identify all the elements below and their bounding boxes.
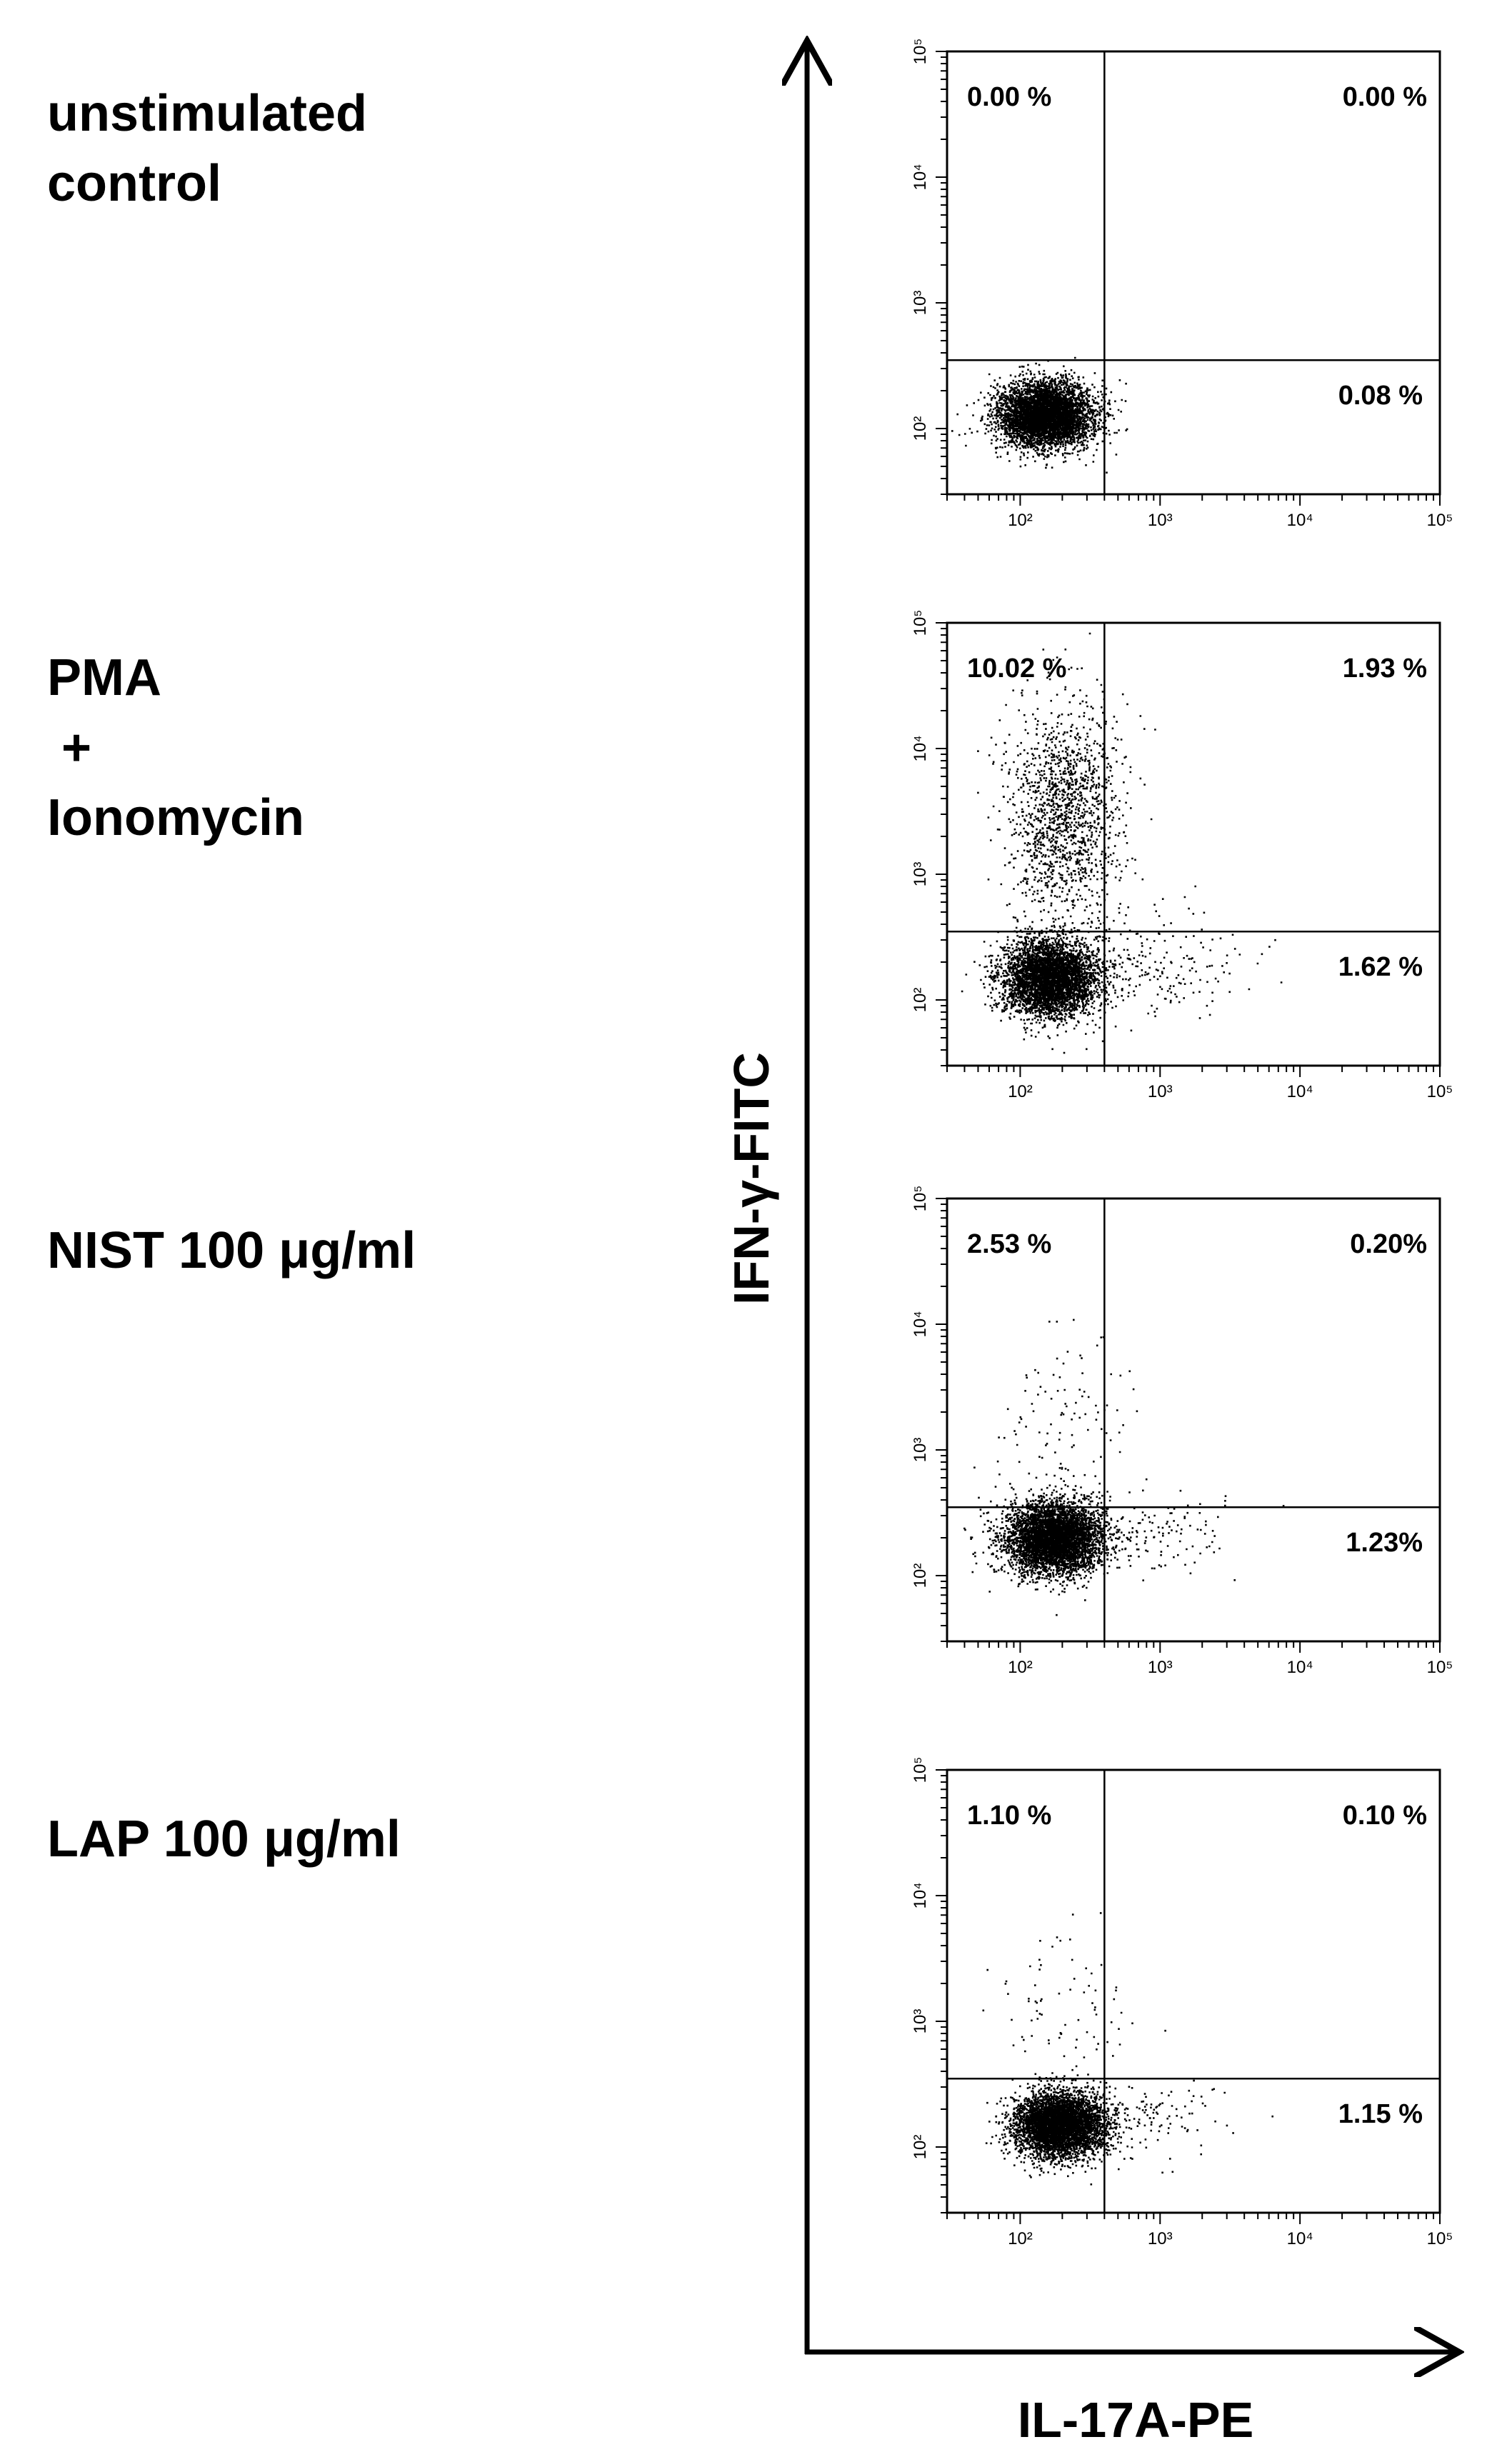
x-axis-title: IL-17A-PE (1018, 2392, 1254, 2448)
plot-frame (946, 50, 1441, 496)
x-tick-label: 10⁵ (1427, 1658, 1453, 1677)
quadrant-lower-right-percent: 1.15 % (1338, 2099, 1423, 2129)
condition-label-unstimulated: unstimulated control (47, 85, 368, 212)
condition-label-lap: LAP 100 μg/ml (47, 1811, 401, 1868)
y-tick-label: 10⁵ (911, 610, 930, 636)
tick-marks (936, 51, 1441, 506)
event-dots (977, 632, 1156, 982)
dot-plot-unstimulated: 10² 10³ 10⁴ 10⁵ 10² 10³ 10⁴ 10⁵ 0.00 % 0.00 % 0.08… (911, 39, 1453, 530)
x-tick-label: 10² (1008, 2229, 1033, 2248)
tick-marks (936, 622, 1441, 1077)
x-tick-label: 10⁵ (1427, 511, 1453, 530)
x-tick-label: 10⁴ (1287, 1082, 1313, 1101)
y-tick-label: 10³ (911, 862, 930, 887)
y-tick-label: 10² (911, 2135, 930, 2160)
x-tick-label: 10⁵ (1427, 1082, 1453, 1101)
cell-population-0 (963, 1472, 1140, 1616)
plot-frame (946, 1197, 1441, 1643)
x-tick-label: 10² (1008, 1658, 1033, 1677)
condition-label-pma-ionomycin: PMA + Ionomycin (47, 649, 305, 846)
cell-population-0 (985, 2068, 1141, 2186)
x-tick-label: 10³ (1148, 2229, 1173, 2248)
quadrant-upper-left-percent: 0.00 % (967, 82, 1051, 112)
quadrant-upper-right-percent: 0.10 % (1343, 1801, 1427, 1831)
events (982, 1912, 1273, 2186)
events (963, 1318, 1285, 1616)
y-tick-label: 10² (911, 416, 930, 441)
quadrant-lower-right-percent: 1.23% (1346, 1528, 1423, 1558)
dot-plot-pma-ionomycin: 10² 10³ 10⁴ 10⁵ 10² 10³ 10⁴ 10⁵ 10.02 % 1.93 % 1.6… (911, 610, 1453, 1101)
cell-population-0 (961, 916, 1139, 1051)
event-dots (963, 1472, 1140, 1616)
events (961, 632, 1283, 1054)
tick-marks (936, 1198, 1441, 1653)
x-tick-label: 10⁴ (1287, 511, 1313, 530)
cell-population-1 (977, 632, 1156, 982)
dot-plot-lap: 10² 10³ 10⁴ 10⁵ 10² 10³ 10⁴ 10⁵ 1.10 % 0.10 % 1.15… (911, 1757, 1453, 2248)
quadrant-lower-right-percent: 0.08 % (1338, 381, 1423, 411)
event-dots (982, 1912, 1166, 2100)
quadrant-upper-right-percent: 0.00 % (1343, 82, 1427, 112)
y-tick-label: 10⁵ (911, 1757, 930, 1783)
y-tick-label: 10⁴ (911, 1882, 930, 1908)
quadrant-upper-left-percent: 2.53 % (967, 1229, 1051, 1259)
x-tick-label: 10³ (1148, 1658, 1173, 1677)
events (951, 356, 1128, 474)
x-tick-label: 10³ (1148, 511, 1173, 530)
x-tick-label: 10⁴ (1287, 2229, 1313, 2248)
quadrant-lower-right-percent: 1.62 % (1338, 952, 1423, 982)
y-tick-label: 10⁴ (911, 735, 930, 761)
x-tick-label: 10² (1008, 1082, 1033, 1101)
y-tick-label: 10³ (911, 1438, 930, 1463)
quadrant-upper-left-percent: 10.02 % (967, 654, 1066, 684)
y-axis-title: IFN-γ-FITC (724, 1052, 779, 1305)
event-dots (985, 2068, 1141, 2186)
tick-marks (936, 1769, 1441, 2224)
x-tick-label: 10⁴ (1287, 1658, 1313, 1677)
event-dots (961, 916, 1139, 1051)
quadrant-upper-right-percent: 1.93 % (1343, 654, 1427, 684)
dot-plot-nist: 10² 10³ 10⁴ 10⁵ 10² 10³ 10⁴ 10⁵ 2.53 % 0.20% 1.23% (911, 1186, 1453, 1677)
event-dots (1032, 1478, 1285, 1581)
y-tick-label: 10⁵ (911, 39, 930, 65)
x-tick-label: 10² (1008, 511, 1033, 530)
y-tick-label: 10² (911, 988, 930, 1013)
y-tick-label: 10⁴ (911, 164, 930, 190)
cell-population-0 (951, 356, 1128, 474)
quadrant-upper-right-percent: 0.20% (1350, 1229, 1427, 1259)
cell-population-2 (1032, 1478, 1285, 1581)
y-tick-label: 10² (911, 1563, 930, 1588)
plot-frame (946, 1768, 1441, 2214)
x-tick-label: 10⁵ (1427, 2229, 1453, 2248)
y-tick-label: 10⁵ (911, 1186, 930, 1212)
plot-frame (946, 621, 1441, 1067)
y-tick-label: 10³ (911, 2009, 930, 2034)
y-tick-label: 10⁴ (911, 1311, 930, 1337)
event-dots (951, 356, 1128, 474)
cell-population-1 (982, 1912, 1166, 2100)
quadrant-upper-left-percent: 1.10 % (967, 1801, 1051, 1831)
condition-label-nist: NIST 100 μg/ml (47, 1222, 416, 1279)
y-tick-label: 10³ (911, 291, 930, 316)
x-tick-label: 10³ (1148, 1082, 1173, 1101)
